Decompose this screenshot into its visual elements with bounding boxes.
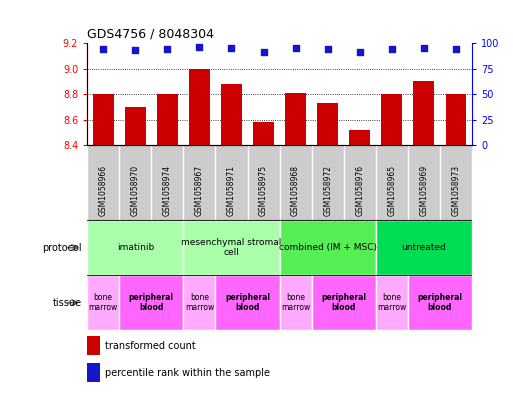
Bar — [280, 275, 312, 330]
Text: combined (IM + MSC): combined (IM + MSC) — [279, 243, 377, 252]
Point — [260, 49, 268, 55]
Text: imatinib: imatinib — [116, 243, 154, 252]
Point — [163, 46, 171, 53]
Text: bone
marrow: bone marrow — [185, 293, 214, 312]
Bar — [87, 336, 100, 355]
Text: peripheral
blood: peripheral blood — [225, 293, 270, 312]
Text: untreated: untreated — [402, 243, 446, 252]
Bar — [189, 69, 210, 145]
Bar — [280, 220, 376, 275]
Bar — [184, 220, 280, 275]
Bar — [125, 107, 146, 145]
Point — [99, 46, 107, 53]
Bar — [215, 275, 280, 330]
Bar — [312, 275, 376, 330]
Text: GSM1058966: GSM1058966 — [98, 165, 108, 217]
Bar — [119, 275, 184, 330]
Point — [420, 45, 428, 51]
Text: GSM1058968: GSM1058968 — [291, 165, 300, 217]
Bar — [317, 103, 338, 145]
Text: protocol: protocol — [43, 242, 82, 253]
Bar — [376, 275, 408, 330]
Bar — [87, 363, 100, 382]
Text: GSM1058967: GSM1058967 — [195, 165, 204, 217]
Bar — [157, 94, 178, 145]
Text: GSM1058970: GSM1058970 — [131, 165, 140, 217]
Text: tissue: tissue — [53, 298, 82, 308]
Point — [227, 45, 235, 51]
Text: GSM1058974: GSM1058974 — [163, 165, 172, 217]
Text: GDS4756 / 8048304: GDS4756 / 8048304 — [87, 28, 214, 40]
Bar — [349, 130, 370, 145]
Point — [388, 46, 396, 53]
Text: GSM1058973: GSM1058973 — [451, 165, 461, 217]
Text: bone
marrow: bone marrow — [377, 293, 406, 312]
Bar — [253, 122, 274, 145]
Bar — [87, 220, 184, 275]
Point — [131, 47, 140, 53]
Bar — [93, 94, 114, 145]
Text: bone
marrow: bone marrow — [281, 293, 310, 312]
Text: peripheral
blood: peripheral blood — [129, 293, 174, 312]
Text: peripheral
blood: peripheral blood — [321, 293, 366, 312]
Point — [195, 44, 204, 50]
Text: GSM1058965: GSM1058965 — [387, 165, 397, 217]
Bar — [87, 275, 119, 330]
Text: bone
marrow: bone marrow — [89, 293, 118, 312]
Text: GSM1058972: GSM1058972 — [323, 165, 332, 217]
Point — [452, 46, 460, 53]
Text: percentile rank within the sample: percentile rank within the sample — [105, 368, 270, 378]
Bar — [445, 94, 466, 145]
Point — [324, 46, 332, 53]
Text: peripheral
blood: peripheral blood — [418, 293, 462, 312]
Bar — [413, 81, 435, 145]
Bar — [285, 93, 306, 145]
Bar — [184, 275, 215, 330]
Point — [356, 49, 364, 55]
Text: GSM1058976: GSM1058976 — [355, 165, 364, 217]
Bar — [221, 84, 242, 145]
Bar — [381, 94, 402, 145]
Text: transformed count: transformed count — [105, 341, 196, 351]
Text: GSM1058971: GSM1058971 — [227, 165, 236, 217]
Bar — [408, 275, 472, 330]
Point — [291, 45, 300, 51]
Text: GSM1058975: GSM1058975 — [259, 165, 268, 217]
Text: GSM1058969: GSM1058969 — [419, 165, 428, 217]
Bar — [376, 220, 472, 275]
Text: mesenchymal stromal
cell: mesenchymal stromal cell — [181, 238, 282, 257]
